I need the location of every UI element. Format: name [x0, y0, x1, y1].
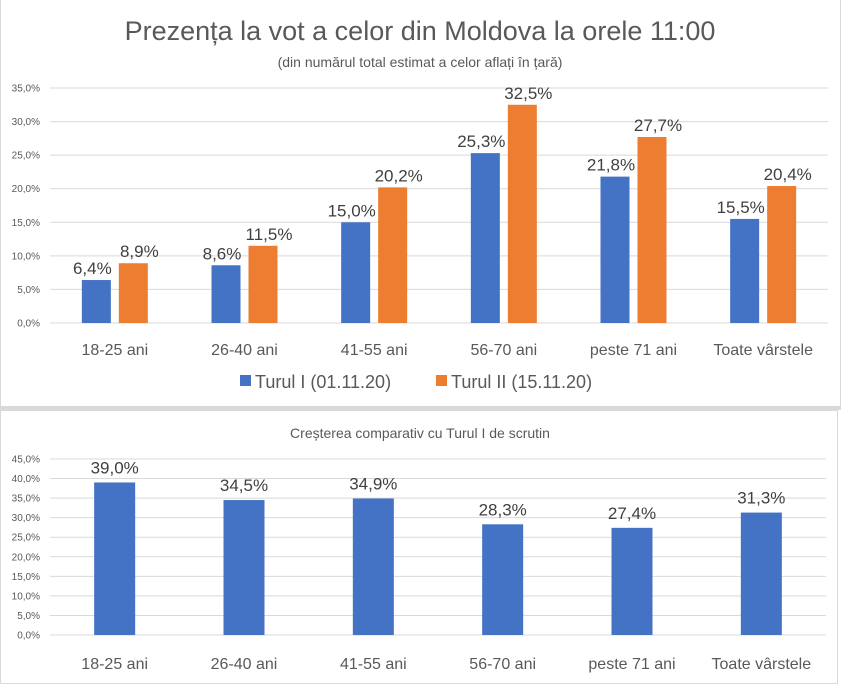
- data-label: 15,0%: [328, 201, 376, 220]
- y-tick-label: 45,0%: [12, 455, 40, 466]
- y-tick-label: 25,0%: [12, 151, 40, 162]
- y-tick-label: 35,0%: [12, 84, 40, 95]
- data-label: 21,8%: [587, 156, 635, 175]
- x-tick-label: 56-70 ani: [469, 656, 536, 673]
- top-bars: [81, 104, 797, 324]
- legend-swatch-turul-2: [436, 375, 447, 386]
- bar-turul-i-01-11-20-56-70-ani: [470, 153, 500, 323]
- bar-turul-i-01-11-20-26-40-ani: [211, 265, 241, 323]
- data-label: 27,7%: [634, 116, 682, 135]
- top-chart-subtitle: (din numărul total estimat a celor aflaț…: [278, 54, 563, 70]
- x-tick-label: peste 71 ani: [588, 656, 675, 673]
- bottom-y-axis: 0,0% 5,0% 10,0% 15,0% 20,0% 25,0% 30,0% 35,0% 40…: [12, 455, 40, 642]
- legend-swatch-turul-1: [240, 375, 251, 386]
- bar-cre-tere-toate-v-rstele: [740, 512, 782, 635]
- y-tick-label: 5,0%: [17, 285, 40, 296]
- x-tick-label: 26-40 ani: [211, 656, 278, 673]
- bar-turul-ii-15-11-20-41-55-ani: [378, 187, 408, 323]
- bar-cre-tere-peste-71-ani: [611, 527, 653, 635]
- top-data-labels: 6,4% 8,9% 8,6%11,5% 15,0% 20,2% 25,3% 32,5% 21,…: [73, 84, 812, 278]
- bar-turul-ii-15-11-20-56-70-ani: [507, 104, 537, 324]
- bottom-gridlines: [50, 458, 826, 636]
- x-tick-label: 56-70 ani: [470, 342, 537, 359]
- y-tick-label: 15,0%: [12, 218, 40, 229]
- x-tick-label: 41-55 ani: [340, 656, 407, 673]
- y-tick-label: 20,0%: [12, 552, 40, 563]
- legend-label-turul-1: Turul I (01.11.20): [255, 372, 391, 392]
- data-label: 8,9%: [120, 242, 159, 261]
- x-tick-label: 26-40 ani: [211, 342, 278, 359]
- data-label: 8,6%: [203, 244, 242, 263]
- bar-turul-i-01-11-20-18-25-ani: [81, 280, 111, 323]
- data-label: 11,5%: [246, 225, 293, 244]
- data-label: 6,4%: [73, 259, 112, 278]
- top-chart-title: Prezența la vot a celor din Moldova la o…: [125, 16, 716, 46]
- data-label: 34,9%: [349, 475, 397, 494]
- bar-turul-i-01-11-20-toate-v-rstele: [730, 218, 760, 323]
- legend: Turul I (01.11.20) Turul II (15.11.20): [240, 372, 592, 392]
- data-label: 32,5%: [504, 84, 552, 103]
- bar-turul-i-01-11-20-peste-71-ani: [600, 176, 630, 323]
- bar-turul-ii-15-11-20-toate-v-rstele: [767, 186, 797, 323]
- bar-cre-tere-56-70-ani: [482, 524, 524, 635]
- y-tick-label: 35,0%: [12, 494, 40, 505]
- bar-cre-tere-18-25-ani: [94, 482, 136, 635]
- y-tick-label: 15,0%: [12, 572, 40, 583]
- bottom-data-labels: 39,0% 34,5% 34,9% 28,3% 27,4% 31,3%: [91, 458, 786, 522]
- x-tick-label: peste 71 ani: [590, 342, 677, 359]
- y-tick-label: 30,0%: [12, 117, 40, 128]
- top-chart: Prezența la vot a celor din Moldova la o…: [12, 16, 828, 392]
- x-tick-label: 18-25 ani: [81, 342, 148, 359]
- top-chart-panel: [0, 0, 841, 407]
- x-tick-label: 18-25 ani: [81, 656, 148, 673]
- y-tick-label: 20,0%: [12, 184, 40, 195]
- x-tick-label: 41-55 ani: [341, 342, 408, 359]
- x-tick-label: Toate vârstele: [712, 656, 812, 673]
- y-tick-label: 10,0%: [12, 591, 40, 602]
- top-y-axis: 0,0% 5,0% 10,0% 15,0% 20,0% 25,0% 30,0% 35,0%: [12, 84, 40, 330]
- data-label: 25,3%: [457, 132, 505, 151]
- y-tick-label: 0,0%: [17, 319, 40, 330]
- bottom-bars: [94, 482, 782, 635]
- top-gridlines: [50, 87, 828, 324]
- y-tick-label: 40,0%: [12, 474, 40, 485]
- bottom-x-axis: 18-25 ani 26-40 ani 41-55 ani 56-70 ani pest…: [81, 656, 811, 673]
- x-tick-label: Toate vârstele: [713, 342, 813, 359]
- y-tick-label: 0,0%: [17, 631, 40, 642]
- y-tick-label: 25,0%: [12, 533, 40, 544]
- top-x-axis: 18-25 ani 26-40 ani 41-55 ani 56-70 ani pest…: [81, 342, 813, 359]
- data-label: 34,5%: [220, 476, 268, 495]
- data-label: 28,3%: [479, 500, 527, 519]
- bar-turul-ii-15-11-20-18-25-ani: [118, 263, 148, 323]
- bottom-chart-title: Creșterea comparativ cu Turul I de scrut…: [290, 425, 550, 441]
- bar-turul-ii-15-11-20-26-40-ani: [248, 245, 278, 323]
- y-tick-label: 10,0%: [12, 251, 40, 262]
- bar-turul-i-01-11-20-41-55-ani: [341, 222, 371, 323]
- data-label: 27,4%: [608, 504, 656, 523]
- y-tick-label: 30,0%: [12, 513, 40, 524]
- bar-cre-tere-26-40-ani: [223, 500, 265, 635]
- bar-turul-ii-15-11-20-peste-71-ani: [637, 137, 667, 323]
- data-label: 31,3%: [737, 489, 785, 508]
- bar-cre-tere-41-55-ani: [352, 498, 394, 635]
- bottom-chart-panel: [0, 410, 838, 684]
- legend-label-turul-2: Turul II (15.11.20): [451, 372, 592, 392]
- data-label: 20,4%: [764, 165, 812, 184]
- y-tick-label: 5,0%: [17, 611, 40, 622]
- panel-separator: [0, 407, 841, 410]
- data-label: 15,5%: [717, 198, 765, 217]
- data-label: 39,0%: [91, 458, 139, 477]
- data-label: 20,2%: [375, 166, 423, 185]
- bottom-chart: Creșterea comparativ cu Turul I de scrut…: [12, 425, 826, 673]
